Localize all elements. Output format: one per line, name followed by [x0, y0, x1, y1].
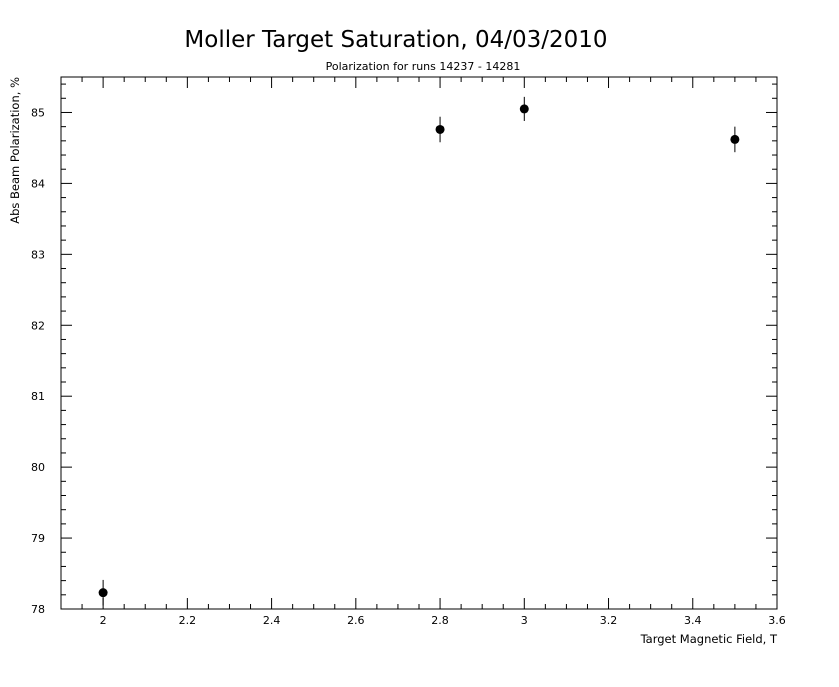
x-tick-label: 2.2 [179, 614, 197, 627]
y-tick-label: 82 [31, 319, 45, 332]
plot-frame [60, 76, 778, 610]
x-tick-label: 2 [100, 614, 107, 627]
x-axis-label: Target Magnetic Field, T [640, 632, 778, 646]
y-tick-labels: 78 79 80 81 82 83 84 85 [31, 106, 45, 616]
chart-title: Moller Target Saturation, 04/03/2010 [184, 27, 607, 53]
chart-subtitle: Polarization for runs 14237 - 14281 [326, 60, 521, 73]
data-point [98, 588, 108, 598]
x-tick-label: 2.6 [347, 614, 365, 627]
data-point [519, 104, 529, 114]
y-axis-label: Abs Beam Polarization, % [8, 77, 22, 224]
x-tick-label: 2.4 [263, 614, 281, 627]
axis-ticks [60, 77, 778, 610]
y-tick-label: 85 [31, 106, 45, 119]
data-point [730, 134, 740, 144]
y-tick-label: 81 [31, 390, 45, 403]
y-tick-label: 79 [31, 532, 45, 545]
y-tick-label: 83 [31, 248, 45, 261]
x-tick-label: 3.6 [768, 614, 786, 627]
y-tick-label: 80 [31, 461, 45, 474]
x-tick-label: 3.2 [600, 614, 618, 627]
data-points [98, 96, 740, 606]
x-tick-label: 3 [521, 614, 528, 627]
y-tick-label: 84 [31, 177, 45, 190]
x-tick-label: 3.4 [684, 614, 702, 627]
data-point [435, 124, 445, 134]
y-tick-label: 78 [31, 603, 45, 616]
x-tick-label: 2.8 [431, 614, 449, 627]
x-tick-labels: 2 2.2 2.4 2.6 2.8 3 3.2 3.4 3.6 [100, 614, 786, 627]
